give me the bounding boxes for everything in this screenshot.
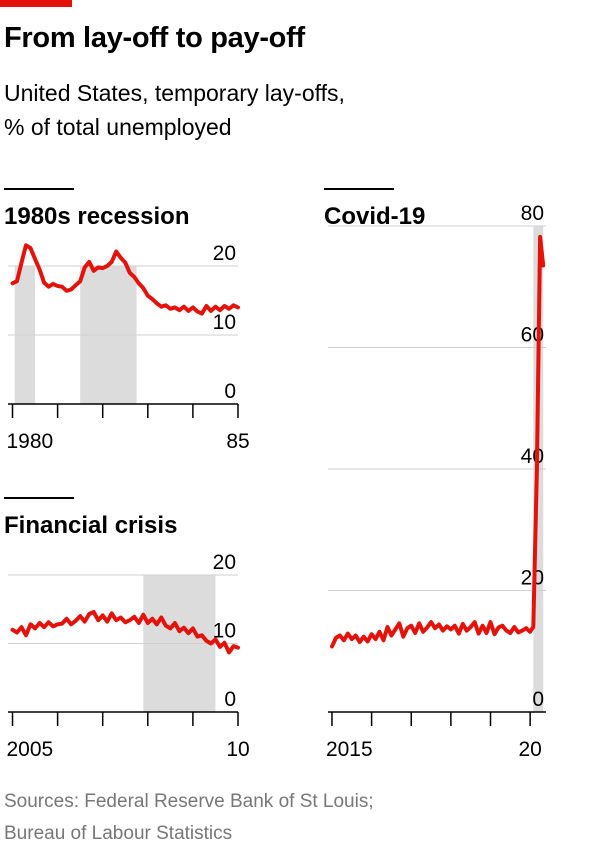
panel-3-ytick-label-40: 40 bbox=[521, 445, 544, 468]
chart-title: From lay-off to pay-off bbox=[4, 22, 305, 54]
panel-3-ytick-label-0: 0 bbox=[532, 688, 544, 711]
panel-3-ytick-label-20: 20 bbox=[521, 567, 544, 590]
panel-1-series-line-0 bbox=[10, 243, 240, 316]
source-line-2: Bureau of Labour Statistics bbox=[4, 823, 233, 844]
subtitle-line-2: % of total unemployed bbox=[4, 114, 232, 140]
panel-1-xtick-label-1985: 85 bbox=[226, 430, 249, 453]
panel-3-rule bbox=[324, 188, 394, 190]
panel-2-rule bbox=[4, 497, 74, 499]
panel-1-ytick-label-20: 20 bbox=[213, 242, 236, 265]
panel-2-series-line-0 bbox=[10, 610, 240, 655]
panel-1-rule bbox=[4, 188, 74, 190]
panel-2-ytick-label-20: 20 bbox=[213, 551, 236, 574]
panel-3-xtick-label-2015: 2015 bbox=[326, 738, 373, 761]
source-note: Sources: Federal Reserve Bank of St Loui… bbox=[4, 786, 374, 850]
panel-3-series-line-0 bbox=[330, 234, 546, 649]
panel-3-ytick-label-80: 80 bbox=[521, 202, 544, 225]
panel-2-ytick-label-0: 0 bbox=[224, 688, 236, 711]
panel-2-xtick-label-2005: 2005 bbox=[7, 738, 54, 761]
chart-subtitle: United States, temporary lay-offs, % of … bbox=[4, 76, 345, 144]
panel-3-xtick-label-2020: 20 bbox=[518, 738, 541, 761]
subtitle-line-1: United States, temporary lay-offs, bbox=[4, 80, 345, 106]
panel-2-xtick-label-2010: 10 bbox=[226, 738, 249, 761]
panel-1-ytick-label-0: 0 bbox=[224, 380, 236, 403]
accent-bar bbox=[0, 0, 72, 7]
panel-2-ytick-label-10: 10 bbox=[213, 620, 236, 643]
panel-1-xtick-label-1980: 1980 bbox=[7, 430, 54, 453]
panel-1-title: 1980s recession bbox=[4, 203, 190, 230]
panel-1-ytick-label-10: 10 bbox=[213, 311, 236, 334]
panel-2-title: Financial crisis bbox=[4, 512, 178, 539]
source-line-1: Sources: Federal Reserve Bank of St Loui… bbox=[4, 791, 374, 812]
